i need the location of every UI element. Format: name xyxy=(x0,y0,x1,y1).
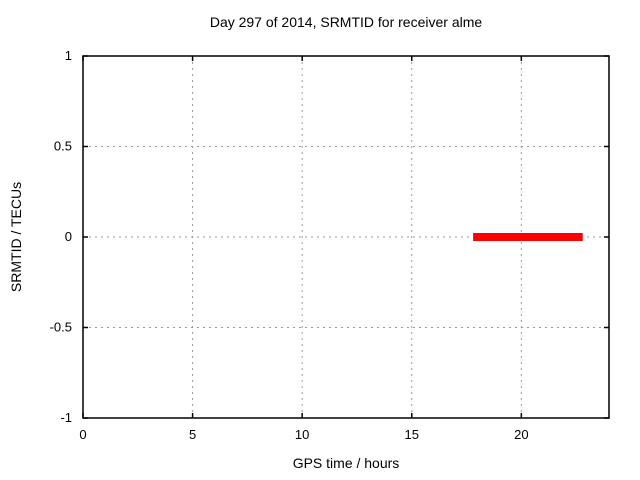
chart-title: Day 297 of 2014, SRMTID for receiver alm… xyxy=(210,14,483,30)
y-tick-label: 0.5 xyxy=(54,139,72,154)
x-tick-label: 5 xyxy=(189,427,196,442)
tick-labels: 0 5 10 15 20 -1 -0.5 0 0.5 1 xyxy=(50,48,529,442)
x-tick-label: 15 xyxy=(405,427,419,442)
x-tick-label: 10 xyxy=(295,427,309,442)
x-tick-label: 0 xyxy=(79,427,86,442)
x-axis-label: GPS time / hours xyxy=(293,455,400,471)
axes xyxy=(82,55,610,419)
y-tick-label: -1 xyxy=(60,410,72,425)
y-tick-label: 1 xyxy=(65,48,72,63)
y-axis-label: SRMTID / TECUs xyxy=(8,182,24,292)
y-tick-label: 0 xyxy=(65,229,72,244)
y-tick-label: -0.5 xyxy=(50,320,72,335)
x-tick-label: 20 xyxy=(514,427,528,442)
